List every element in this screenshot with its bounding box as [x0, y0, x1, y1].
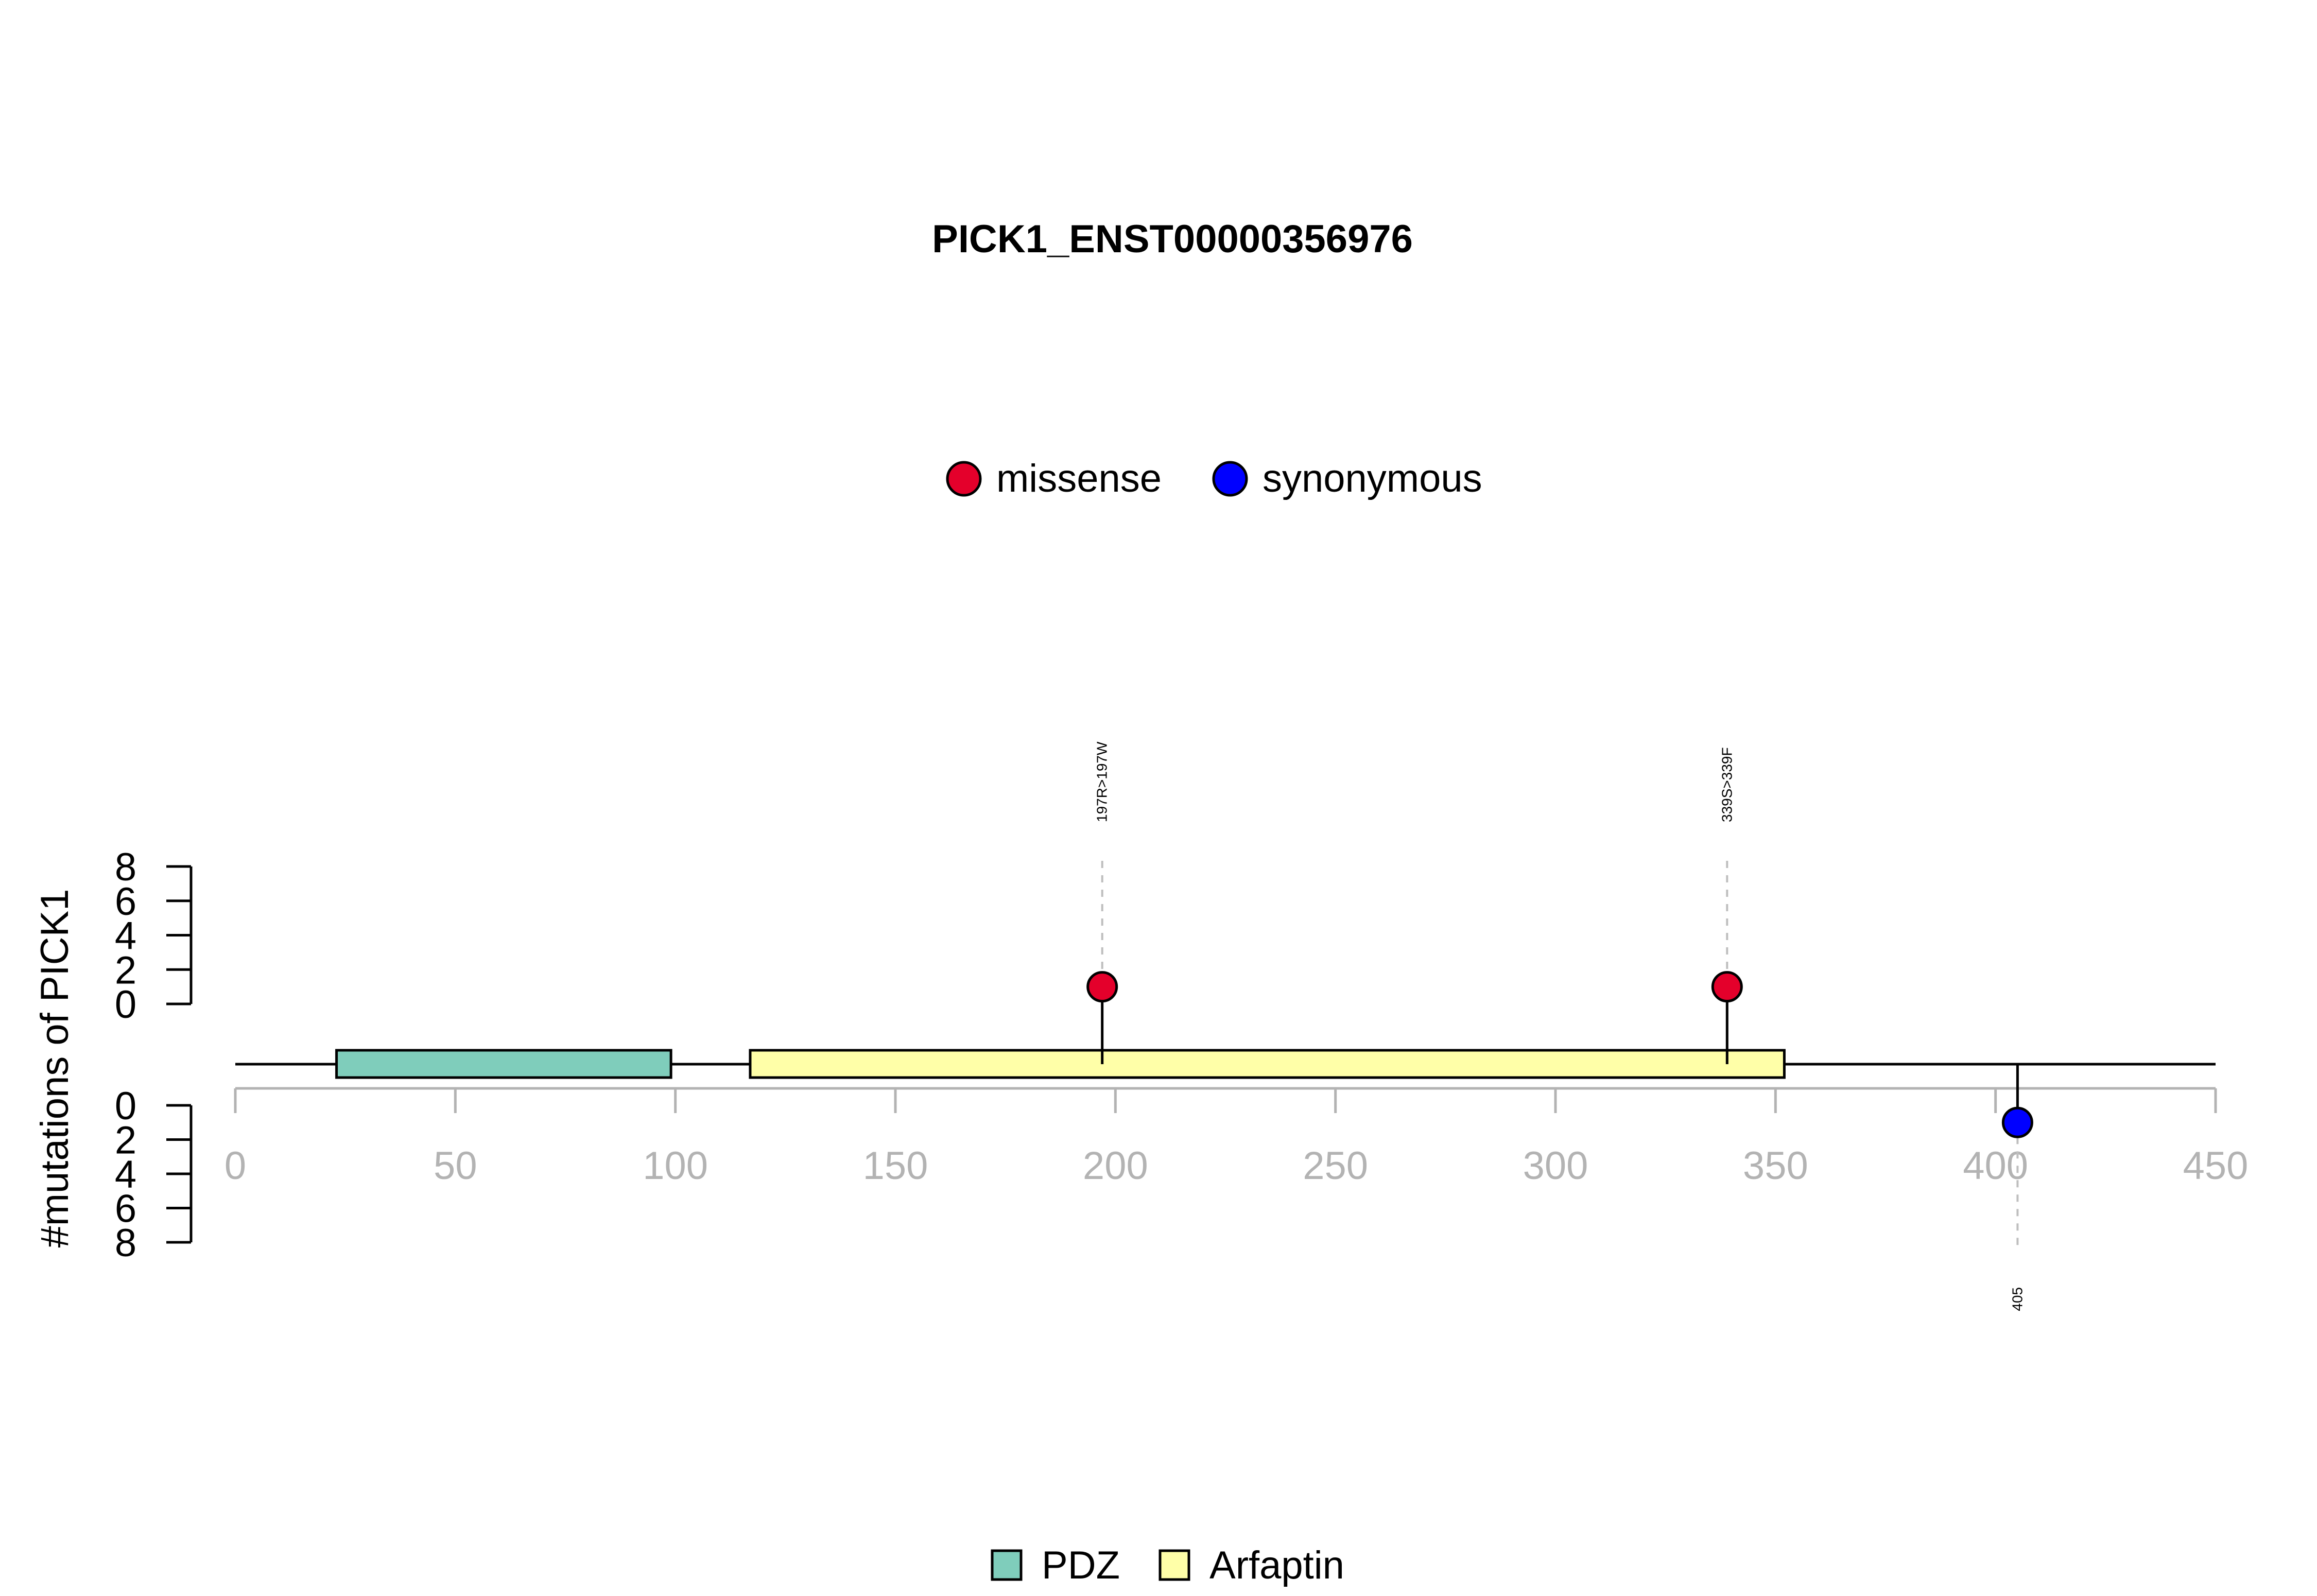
x-tick-label-250: 250 — [1303, 1144, 1368, 1188]
y-tick-label-top-8: 8 — [115, 845, 136, 889]
y-tick-label-top-2: 2 — [115, 948, 136, 992]
x-axis: 0 50 100 150 200 250 300 350 400 450 — [224, 1087, 2249, 1188]
y-tick-label-bottom-0: 0 — [115, 1084, 136, 1128]
y-tick-label-bottom-2: 2 — [115, 1119, 136, 1163]
legend-swatch-Arfaptin — [1158, 1549, 1190, 1581]
x-tick-label-300: 300 — [1523, 1144, 1588, 1188]
y-tick-label-bottom-4: 4 — [115, 1153, 136, 1196]
x-tick-label-450: 450 — [2183, 1144, 2249, 1188]
chart-title: PICK1_ENST00000356976 — [932, 217, 1413, 261]
legend-label-Arfaptin: Arfaptin — [1209, 1543, 1344, 1587]
mutation-type-legend: missense synonymous — [946, 457, 1482, 500]
legend-marker-synonymous — [1212, 461, 1248, 497]
y-tick-label-top-4: 4 — [115, 914, 136, 958]
legend-label-synonymous: synonymous — [1263, 457, 1482, 500]
mutation-point-197 — [1086, 971, 1118, 1003]
mutation-point-405 — [2001, 1106, 2033, 1138]
mutation-lollipops: 197R>197W 339S>339F 405 — [1086, 741, 2033, 1311]
x-tick-label-200: 200 — [1083, 1144, 1148, 1188]
mutation-label-339: 339S>339F — [1719, 747, 1735, 822]
x-tick-label-0: 0 — [224, 1144, 246, 1188]
y-tick-label-top-0: 0 — [115, 983, 136, 1027]
y-tick-label-top-6: 6 — [115, 880, 136, 924]
x-tick-label-150: 150 — [863, 1144, 928, 1188]
y-tick-label-bottom-8: 8 — [115, 1221, 136, 1265]
domain-PDZ — [335, 1049, 672, 1079]
protein-track — [235, 1049, 2216, 1079]
y-axis-label: #mutations of PICK1 — [33, 889, 77, 1247]
mutation-label-197: 197R>197W — [1094, 741, 1110, 822]
legend-label-PDZ: PDZ — [1042, 1543, 1120, 1587]
mutation-label-405: 405 — [2009, 1287, 2025, 1311]
mutation-point-339 — [1711, 971, 1743, 1003]
legend-swatch-PDZ — [991, 1549, 1023, 1581]
x-tick-label-50: 50 — [434, 1144, 477, 1188]
domain-Arfaptin — [749, 1049, 1786, 1079]
legend-marker-missense — [946, 461, 982, 497]
domain-legend: PDZ Arfaptin — [991, 1543, 1344, 1587]
y-tick-label-bottom-6: 6 — [115, 1187, 136, 1231]
legend-label-missense: missense — [996, 457, 1162, 500]
x-tick-label-100: 100 — [643, 1144, 708, 1188]
x-tick-label-350: 350 — [1743, 1144, 1808, 1188]
